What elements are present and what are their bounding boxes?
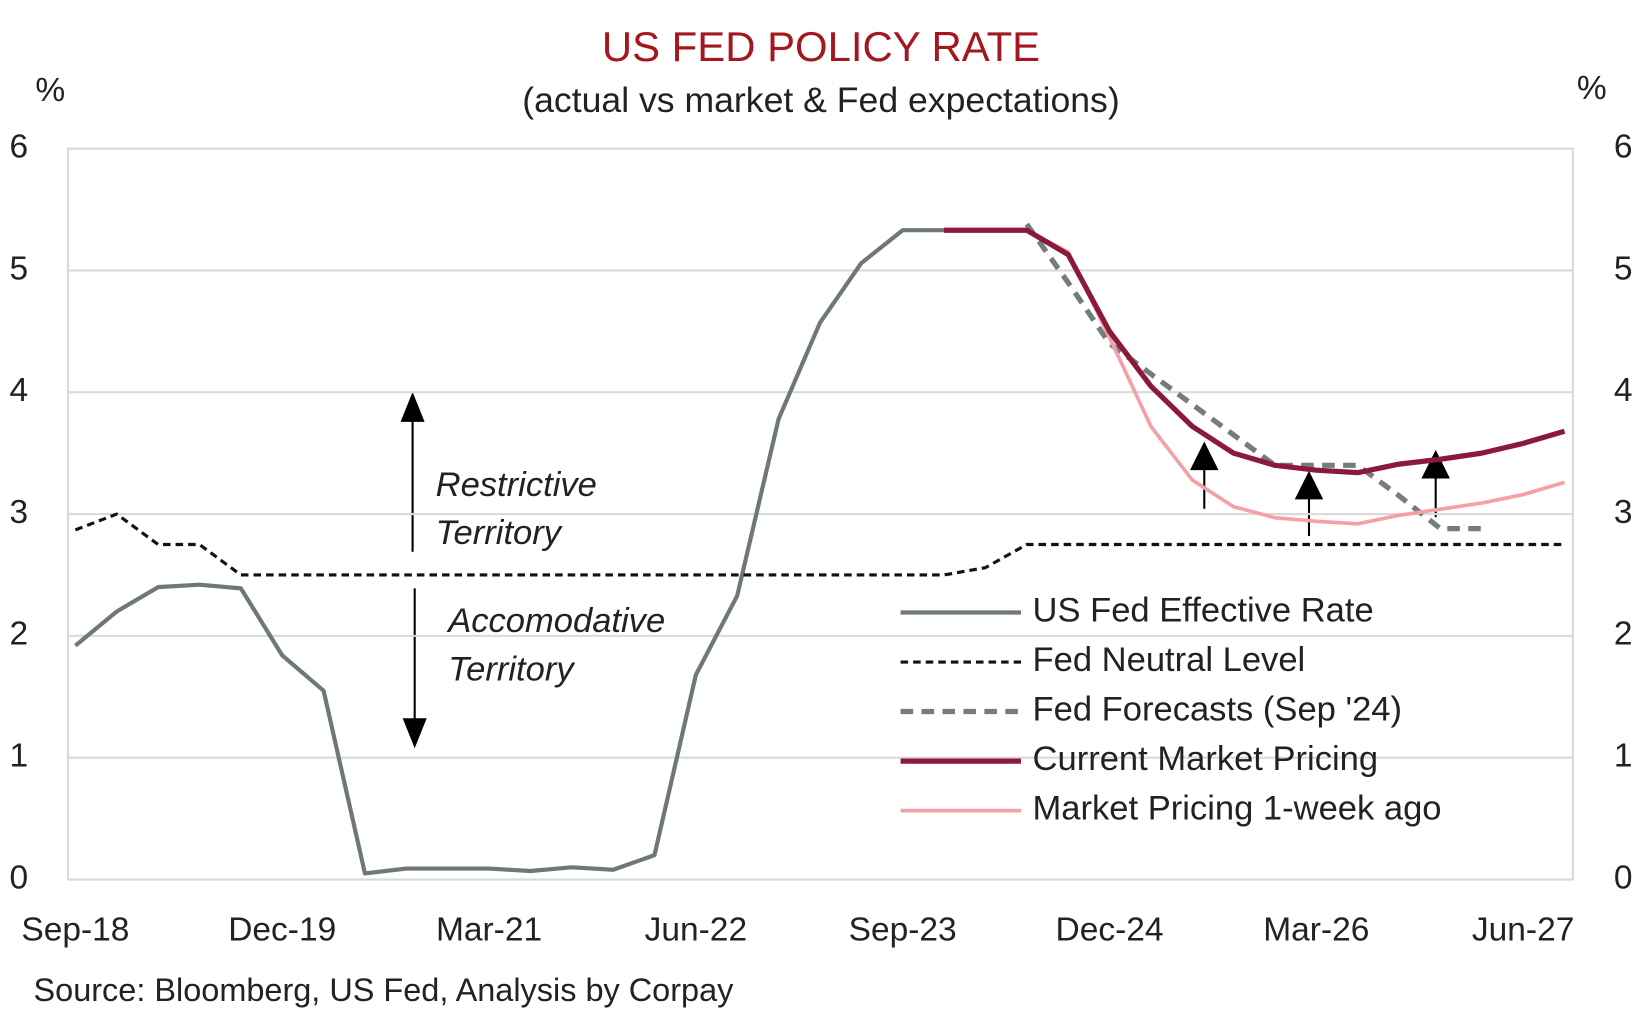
x-tick-label: Dec-19	[228, 912, 336, 949]
series-line	[74, 512, 1565, 577]
x-tick-label: Mar-21	[436, 912, 542, 949]
y2-tick-label: 0	[1614, 859, 1633, 896]
x-tick-label: Jun-27	[1472, 912, 1574, 949]
annotation: Territory	[448, 650, 576, 688]
y2-tick-label: 3	[1614, 494, 1633, 531]
annotation: Restrictive	[436, 466, 597, 504]
chart-subtitle: (actual vs market & Fed expectations)	[522, 80, 1119, 120]
series-line	[944, 227, 1566, 476]
legend-label: Market Pricing 1-week ago	[1033, 790, 1442, 828]
y2-tick-label: 5	[1614, 250, 1633, 287]
series-line	[74, 228, 945, 876]
y-tick-label: 3	[10, 494, 29, 531]
y-tick-label: 5	[10, 250, 29, 287]
y2-axis-label: %	[1577, 70, 1607, 107]
y-axis-label: %	[35, 72, 65, 109]
legend-label: US Fed Effective Rate	[1033, 592, 1374, 630]
x-tick-label: Sep-23	[849, 912, 957, 949]
x-tick-label: Sep-18	[21, 912, 129, 949]
y2-tick-label: 2	[1614, 616, 1633, 653]
y2-tick-label: 1	[1614, 738, 1633, 775]
x-tick-label: Mar-26	[1263, 912, 1369, 949]
annotation: Accomodative	[446, 602, 665, 640]
y2-tick-label: 4	[1614, 372, 1633, 409]
x-tick-label: Dec-24	[1056, 912, 1164, 949]
y2-tick-label: 6	[1614, 128, 1633, 165]
chart-title: US FED POLICY RATE	[602, 23, 1040, 70]
series-line	[944, 228, 1566, 526]
y-tick-label: 6	[10, 128, 29, 165]
y-tick-label: 1	[10, 738, 29, 775]
annotation: Territory	[436, 514, 564, 552]
legend-label: Fed Neutral Level	[1033, 641, 1306, 679]
legend: US Fed Effective Rate Fed Neutral Level Fe…	[900, 592, 1442, 828]
y-tick-label: 2	[10, 616, 29, 653]
x-tick-label: Jun-22	[645, 912, 747, 949]
series-line	[1024, 222, 1482, 532]
source-note: Source: Bloomberg, US Fed, Analysis by C…	[34, 972, 735, 1008]
y-tick-label: 4	[10, 372, 29, 409]
y-tick-label: 0	[10, 859, 29, 896]
legend-label: Current Market Pricing	[1033, 740, 1379, 778]
legend-label: Fed Forecasts (Sep '24)	[1033, 691, 1403, 729]
